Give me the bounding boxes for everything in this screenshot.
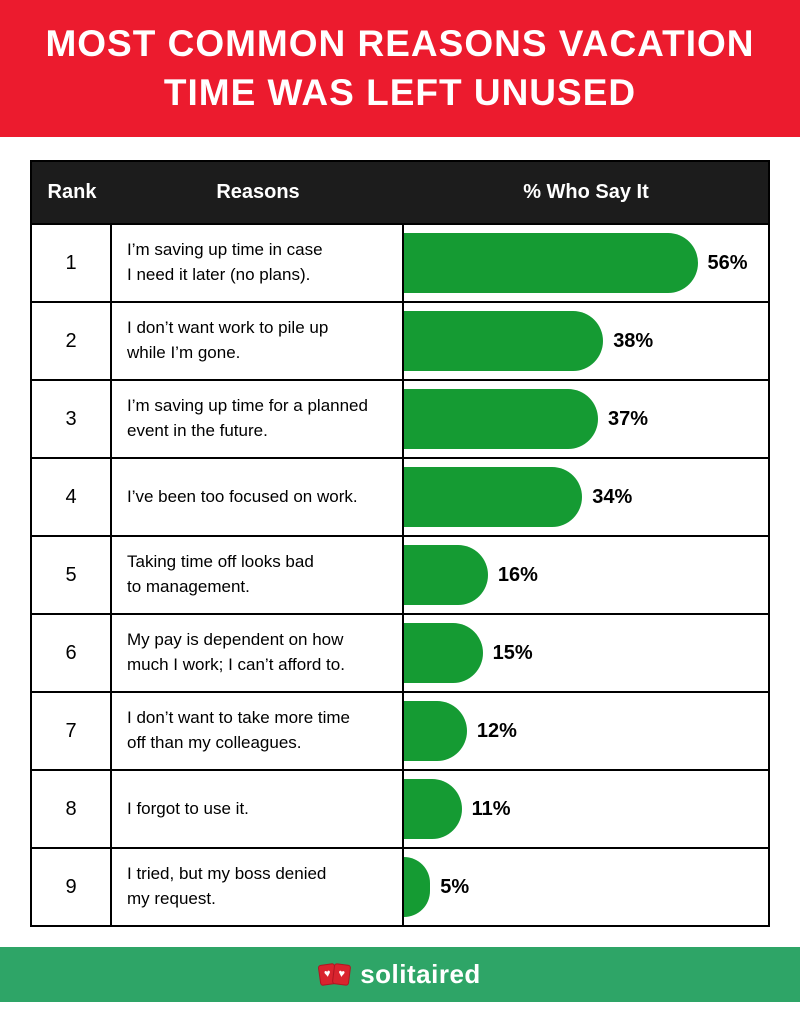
percentage-bar (404, 701, 467, 761)
rank-cell: 9 (32, 849, 112, 925)
table-row: 1 I’m saving up time in case I need it l… (32, 223, 768, 301)
table-row: 7 I don’t want to take more time off tha… (32, 691, 768, 769)
percentage-label: 5% (440, 875, 470, 898)
table-row: 8 I forgot to use it. 11% (32, 769, 768, 847)
percentage-bar (404, 389, 598, 449)
bar-cell: 16% (404, 537, 768, 613)
percentage-label: 12% (476, 719, 517, 742)
reason-cell: I’ve been too focused on work. (112, 459, 404, 535)
column-header-reasons: Reasons (216, 181, 300, 203)
percentage-label: 56% (707, 251, 748, 274)
percentage-bar (404, 623, 483, 683)
column-header-percent: % Who Say It (523, 181, 649, 203)
bar-cell: 38% (404, 303, 768, 379)
percentage-label: 34% (592, 485, 633, 508)
percentage-label: 15% (492, 641, 533, 664)
bar-cell: 15% (404, 615, 768, 691)
column-header-rank: Rank (47, 181, 97, 203)
reason-cell: I tried, but my boss denied my request. (112, 849, 404, 925)
percentage-label: 11% (471, 797, 511, 820)
rank-cell: 8 (32, 771, 112, 847)
percentage-bar (404, 233, 698, 293)
page-title-line-2: TIME WAS LEFT UNUSED (163, 71, 637, 113)
percentage-bar (404, 779, 462, 839)
playing-cards-icon: ♥ ♥ (317, 962, 352, 987)
percentage-bar (404, 467, 583, 527)
rank-cell: 3 (32, 381, 112, 457)
table-row: 3 I’m saving up time for a planned event… (32, 379, 768, 457)
percentage-bar (404, 857, 431, 917)
rank-cell: 2 (32, 303, 112, 379)
table-row: 6 My pay is dependent on how much I work… (32, 613, 768, 691)
percentage-label: 37% (607, 407, 648, 430)
brand-footer: ♥ ♥ solitaired (0, 947, 800, 1002)
infographic-banner: MOST COMMON REASONS VACATION TIME WAS LE… (0, 0, 800, 137)
bar-cell: 12% (404, 693, 768, 769)
percentage-bar (404, 545, 488, 605)
bar-cell: 5% (404, 849, 768, 925)
rank-cell: 5 (32, 537, 112, 613)
percentage-label: 38% (613, 329, 654, 352)
table-header-row: Rank Reasons % Who Say It (32, 162, 768, 223)
table-row: 5 Taking time off looks bad to managemen… (32, 535, 768, 613)
rank-cell: 6 (32, 615, 112, 691)
table-row: 2 I don’t want work to pile up while I’m… (32, 301, 768, 379)
reason-cell: I’m saving up time for a planned event i… (112, 381, 404, 457)
brand-name: solitaired (360, 959, 481, 989)
percentage-bar (404, 311, 604, 371)
table-row: 9 I tried, but my boss denied my request… (32, 847, 768, 925)
reason-cell: I don’t want work to pile up while I’m g… (112, 303, 404, 379)
percentage-label: 16% (497, 563, 538, 586)
rank-cell: 7 (32, 693, 112, 769)
rank-cell: 1 (32, 225, 112, 301)
heart-card-icon: ♥ (331, 963, 352, 986)
table-row: 4 I’ve been too focused on work. 34% (32, 457, 768, 535)
page-title-line-1: MOST COMMON REASONS VACATION (45, 23, 755, 65)
reason-cell: My pay is dependent on how much I work; … (112, 615, 404, 691)
rank-cell: 4 (32, 459, 112, 535)
bar-cell: 11% (404, 771, 768, 847)
bar-cell: 34% (404, 459, 768, 535)
bar-cell: 37% (404, 381, 768, 457)
reason-cell: I’m saving up time in case I need it lat… (112, 225, 404, 301)
reason-cell: Taking time off looks bad to management. (112, 537, 404, 613)
reason-cell: I don’t want to take more time off than … (112, 693, 404, 769)
reason-cell: I forgot to use it. (112, 771, 404, 847)
bar-cell: 56% (404, 225, 768, 301)
reasons-table: Rank Reasons % Who Say It 1 I’m saving u… (30, 160, 770, 927)
